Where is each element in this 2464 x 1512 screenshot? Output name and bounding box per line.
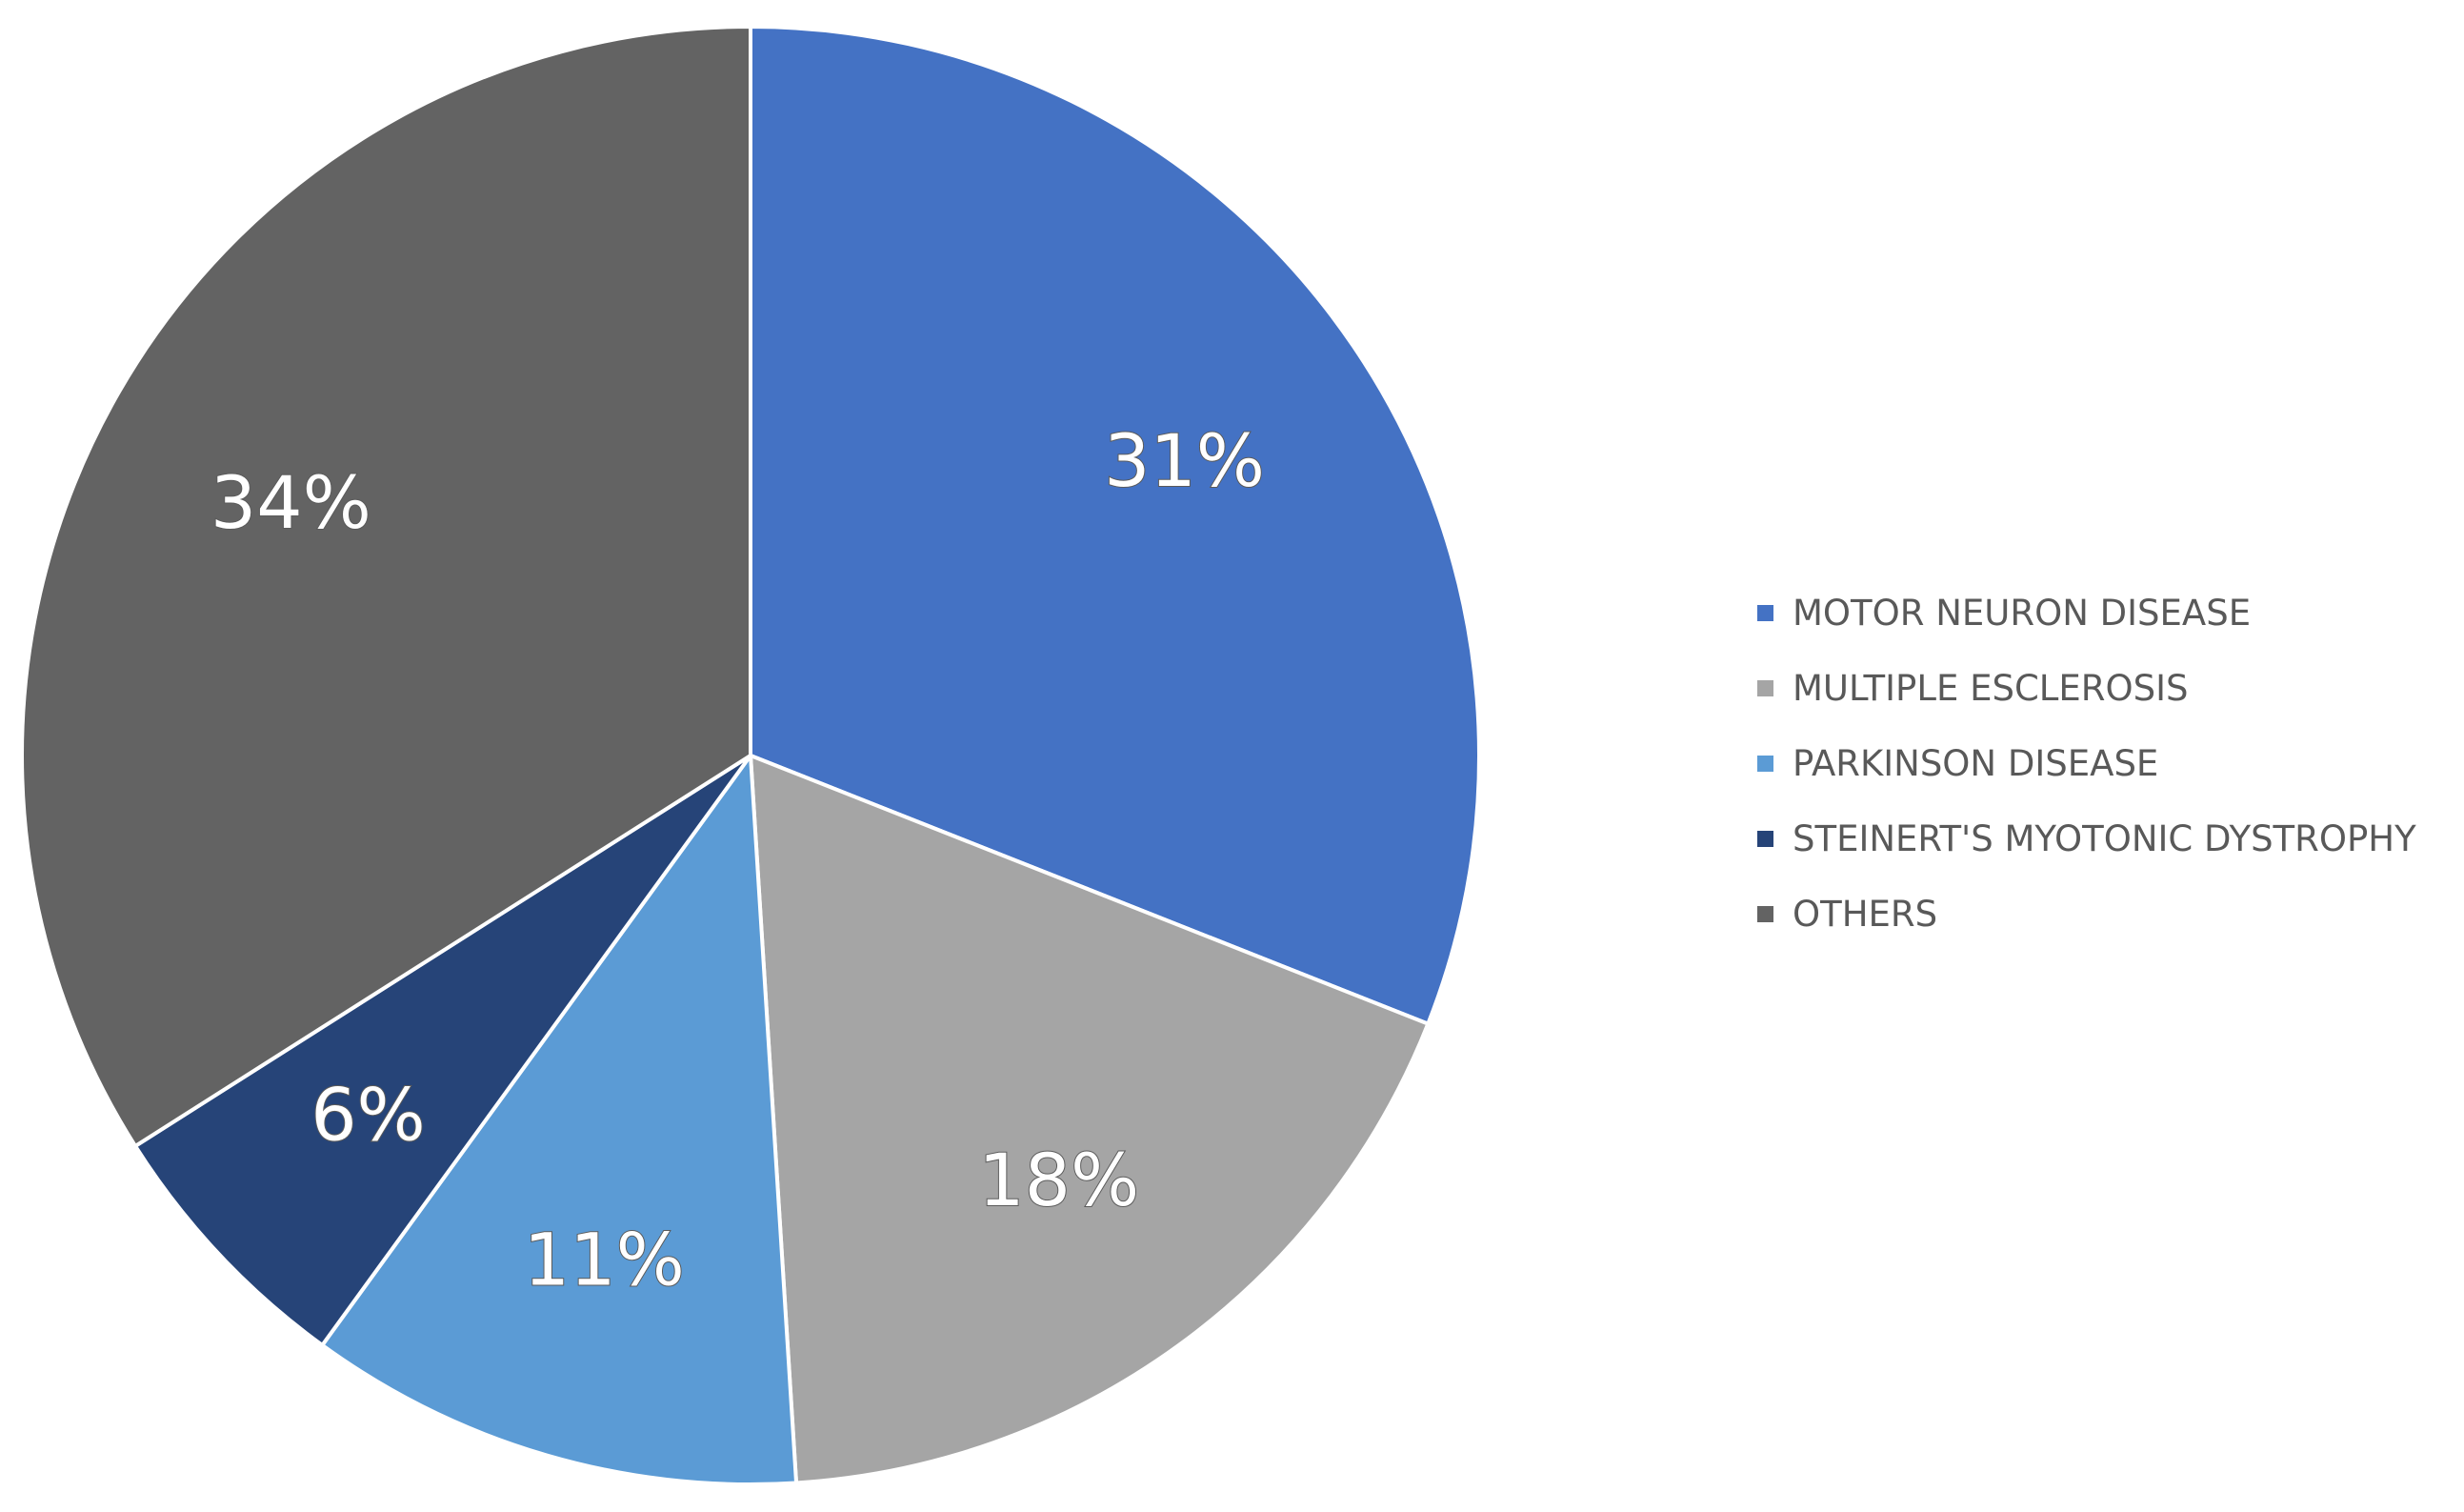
legend-swatch xyxy=(1757,605,1773,621)
pie-slice-multiple-esclerosis xyxy=(749,754,1431,1485)
data-label-motor-neuron-disease: 31% xyxy=(1104,418,1265,503)
pie-data-labels: 31% 18% 11% 6% 34% xyxy=(210,417,1266,1303)
legend-label: PARKINSON DISEASE xyxy=(1793,743,2159,784)
legend-item-others: OTHERS xyxy=(1757,877,2453,952)
legend-label: OTHERS xyxy=(1793,894,1938,935)
legend-swatch xyxy=(1757,831,1773,847)
legend-item-parkinson-disease: PARKINSON DISEASE xyxy=(1757,726,2453,801)
legend-item-multiple-esclerosis: MULTIPLE ESCLEROSIS xyxy=(1757,651,2453,726)
legend-swatch xyxy=(1757,680,1773,696)
legend-swatch xyxy=(1757,756,1773,772)
data-label-parkinson-disease: 11% xyxy=(524,1217,685,1301)
legend-label: MULTIPLE ESCLEROSIS xyxy=(1793,668,2189,709)
legend-label: MOTOR NEURON DISEASE xyxy=(1793,593,2252,634)
data-label-steinert-s-myotonic-dystrophy: 6% xyxy=(311,1073,426,1158)
pie-slice-others xyxy=(20,25,752,1148)
pie-slices xyxy=(20,25,1481,1486)
legend: MOTOR NEURON DISEASE MULTIPLE ESCLEROSIS… xyxy=(1757,575,2453,952)
legend-item-steinerts-myotonic-dystrophy: STEINERT'S MYOTONIC DYSTROPHY xyxy=(1757,801,2453,877)
pie-slice-parkinson-disease xyxy=(320,754,799,1486)
legend-label: STEINERT'S MYOTONIC DYSTROPHY xyxy=(1793,818,2416,859)
legend-swatch xyxy=(1757,906,1773,922)
legend-item-motor-neuron-disease: MOTOR NEURON DISEASE xyxy=(1757,575,2453,651)
data-label-multiple-esclerosis: 18% xyxy=(978,1138,1139,1222)
pie-slice-steinert-s-myotonic-dystrophy xyxy=(133,754,752,1347)
data-label-others: 34% xyxy=(210,460,371,545)
pie-slice-motor-neuron-disease xyxy=(749,25,1481,1026)
